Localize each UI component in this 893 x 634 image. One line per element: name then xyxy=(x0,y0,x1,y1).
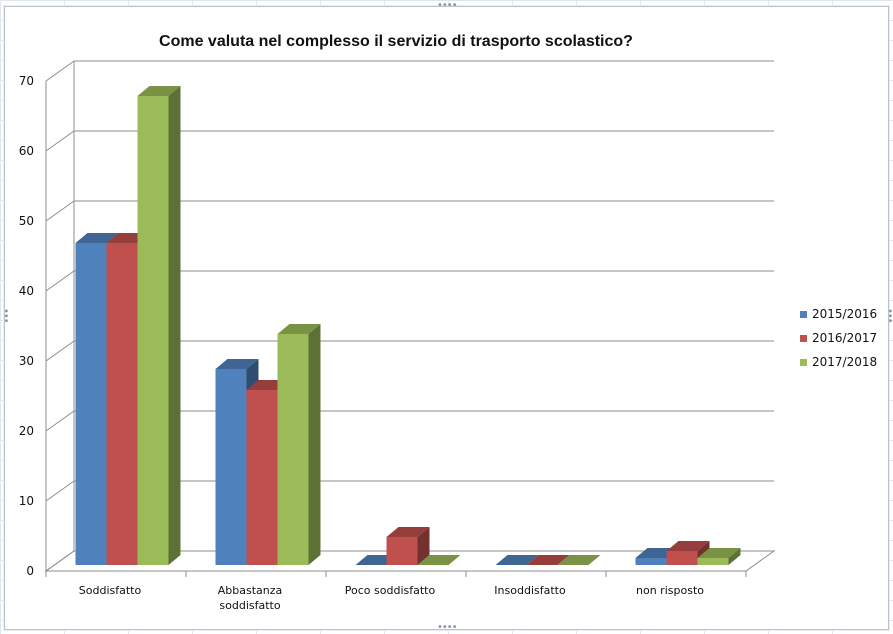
bar-top xyxy=(666,541,710,551)
gridline-side xyxy=(45,270,75,292)
y-tick-label: 0 xyxy=(26,564,34,578)
bar xyxy=(137,86,181,565)
bar xyxy=(697,548,741,565)
bar-front xyxy=(277,334,309,565)
bar xyxy=(557,555,601,565)
bar-front xyxy=(246,390,278,565)
gridline-side xyxy=(45,130,75,152)
y-tick-label: 50 xyxy=(19,214,34,228)
bar xyxy=(386,527,430,565)
legend-label: 2015/2016 xyxy=(812,307,878,321)
chart-title: Come valuta nel complesso il servizio di… xyxy=(159,33,633,50)
right-resize-handle[interactable]: ••• xyxy=(884,308,893,323)
y-tick-label: 70 xyxy=(19,74,34,88)
x-tick-label: Abbastanza soddisfatto xyxy=(218,584,283,612)
x-tick-label: Soddisfatto xyxy=(79,584,142,597)
x-tick-label: non risposto xyxy=(636,584,704,597)
x-tick-label: Poco soddisfatto xyxy=(345,584,436,597)
bar-front xyxy=(666,551,698,565)
bar-front xyxy=(106,243,138,565)
bar xyxy=(277,324,321,565)
bar-side xyxy=(728,548,741,565)
chart-legend: 2015/2016 2016/2017 2017/2018 xyxy=(800,302,877,374)
bar xyxy=(417,555,461,565)
bar-front xyxy=(137,96,169,565)
bar xyxy=(526,555,570,565)
floor xyxy=(44,550,776,572)
bar-top xyxy=(697,548,741,558)
top-resize-handle[interactable]: •••• xyxy=(437,0,458,11)
bar-front xyxy=(697,558,729,565)
bar-side xyxy=(417,527,430,565)
bar-side xyxy=(308,324,321,565)
left-resize-handle[interactable]: ••• xyxy=(0,308,11,323)
gridline-side xyxy=(45,480,75,502)
gridline-side xyxy=(45,60,75,82)
y-tick-label: 40 xyxy=(19,284,34,298)
bar-front xyxy=(635,558,667,565)
legend-swatch xyxy=(800,334,807,342)
gridline-side xyxy=(45,410,75,432)
legend-item: 2016/2017 xyxy=(800,326,877,350)
y-tick-label: 10 xyxy=(19,494,34,508)
bar-top xyxy=(215,359,259,369)
x-tick-label: Insoddisfatto xyxy=(494,584,566,597)
bar-top xyxy=(557,555,601,565)
legend-label: 2017/2018 xyxy=(812,355,878,369)
bar-top xyxy=(386,527,430,537)
bar-top xyxy=(75,233,119,243)
bottom-resize-handle[interactable]: •••• xyxy=(437,622,458,633)
bar-front xyxy=(386,537,418,565)
y-tick-label: 20 xyxy=(19,424,34,438)
bar-top xyxy=(277,324,321,334)
bar-front xyxy=(75,243,107,565)
bar-side xyxy=(168,86,181,565)
legend-item: 2017/2018 xyxy=(800,350,877,374)
y-tick-label: 30 xyxy=(19,354,34,368)
legend-label: 2016/2017 xyxy=(812,331,878,345)
bar-front xyxy=(215,369,247,565)
bar-top xyxy=(137,86,181,96)
bar-top xyxy=(417,555,461,565)
legend-swatch xyxy=(800,310,807,318)
bar-top xyxy=(526,555,570,565)
gridline-side xyxy=(45,200,75,222)
bar xyxy=(495,555,539,565)
bar-top xyxy=(495,555,539,565)
gridline-side xyxy=(45,340,75,362)
legend-item: 2015/2016 xyxy=(800,302,877,326)
y-tick-label: 60 xyxy=(19,144,34,158)
legend-swatch xyxy=(800,358,807,366)
